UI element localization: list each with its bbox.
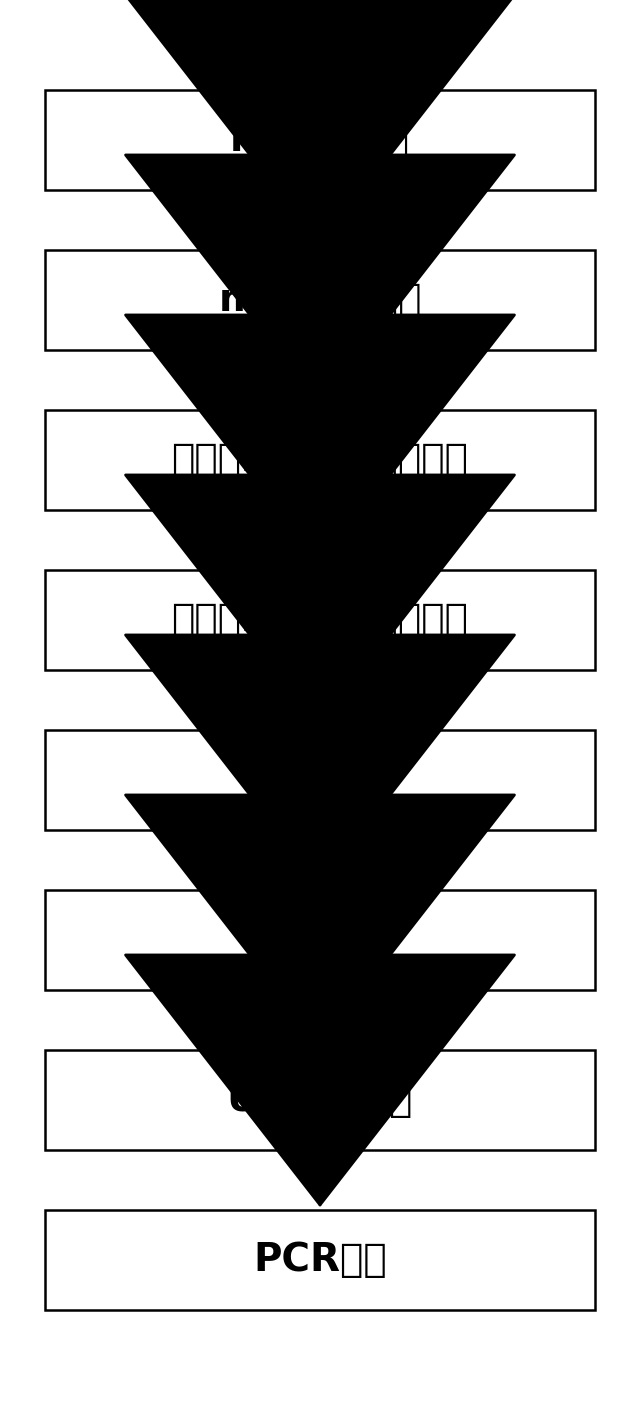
- Text: mRNA片段化: mRNA片段化: [218, 281, 422, 320]
- Bar: [45, 1050, 595, 1150]
- Text: 末端修复加A: 末端修复加A: [246, 761, 394, 799]
- Bar: [45, 569, 595, 671]
- Bar: [45, 731, 595, 831]
- Bar: [45, 90, 595, 190]
- Text: 片段化mRNA一链合成: 片段化mRNA一链合成: [172, 441, 468, 479]
- Text: USER酶处理: USER酶处理: [227, 1082, 413, 1119]
- Text: 接头连接: 接头连接: [273, 920, 367, 959]
- Text: PCR扩增: PCR扩增: [253, 1241, 387, 1279]
- Text: 片段化mRNA二链合成: 片段化mRNA二链合成: [172, 601, 468, 639]
- Bar: [45, 410, 595, 509]
- Bar: [45, 1210, 595, 1310]
- Bar: [45, 250, 595, 350]
- Text: mRNA捕获: mRNA捕获: [230, 121, 410, 158]
- Bar: [45, 890, 595, 990]
